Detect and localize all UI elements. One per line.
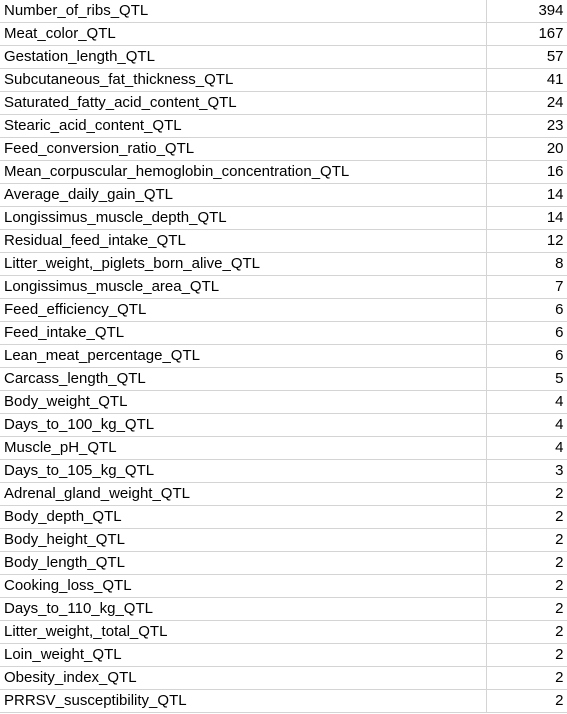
qtl-count-cell[interactable]: 6: [486, 321, 567, 345]
qtl-name-cell[interactable]: PRRSV_susceptibility_QTL: [0, 689, 487, 713]
qtl-count-cell[interactable]: 2: [486, 689, 567, 713]
table-row[interactable]: Days_to_100_kg_QTL 4: [0, 413, 567, 437]
table-row[interactable]: Loin_weight_QTL 2: [0, 643, 567, 667]
qtl-name-cell[interactable]: Days_to_110_kg_QTL: [0, 597, 487, 621]
qtl-name-cell[interactable]: Body_depth_QTL: [0, 505, 487, 529]
table-row[interactable]: Feed_efficiency_QTL 6: [0, 298, 567, 322]
table-row[interactable]: Days_to_105_kg_QTL 3: [0, 459, 567, 483]
table-row[interactable]: Lean_meat_percentage_QTL 6: [0, 344, 567, 368]
qtl-name-cell[interactable]: Gestation_length_QTL: [0, 45, 487, 69]
qtl-name-cell[interactable]: Loin_weight_QTL: [0, 643, 487, 667]
qtl-count-cell[interactable]: 5: [486, 367, 567, 391]
table-row[interactable]: Average_daily_gain_QTL 14: [0, 183, 567, 207]
table-row[interactable]: Gestation_length_QTL 57: [0, 45, 567, 69]
qtl-name-cell[interactable]: Subcutaneous_fat_thickness_QTL: [0, 68, 487, 92]
table-row[interactable]: Body_height_QTL 2: [0, 528, 567, 552]
qtl-name-cell[interactable]: Feed_efficiency_QTL: [0, 298, 487, 322]
qtl-name-cell[interactable]: Cooking_loss_QTL: [0, 574, 487, 598]
table-row[interactable]: Longissimus_muscle_depth_QTL 14: [0, 206, 567, 230]
qtl-count-cell[interactable]: 2: [486, 666, 567, 690]
qtl-name-cell[interactable]: Meat_color_QTL: [0, 22, 487, 46]
qtl-count-cell[interactable]: 16: [486, 160, 567, 184]
table-row[interactable]: Body_length_QTL 2: [0, 551, 567, 575]
qtl-count-cell[interactable]: 6: [486, 298, 567, 322]
qtl-name-cell[interactable]: Litter_weight,_piglets_born_alive_QTL: [0, 252, 487, 276]
qtl-count-cell[interactable]: 2: [486, 574, 567, 598]
table-row[interactable]: Carcass_length_QTL 5: [0, 367, 567, 391]
qtl-name-cell[interactable]: Muscle_pH_QTL: [0, 436, 487, 460]
qtl-count-cell[interactable]: 14: [486, 206, 567, 230]
table-row[interactable]: Muscle_pH_QTL 4: [0, 436, 567, 460]
qtl-count-cell[interactable]: 2: [486, 551, 567, 575]
qtl-count-cell[interactable]: 20: [486, 137, 567, 161]
qtl-name-cell[interactable]: Longissimus_muscle_area_QTL: [0, 275, 487, 299]
qtl-count-cell[interactable]: 24: [486, 91, 567, 115]
qtl-name-cell[interactable]: Stearic_acid_content_QTL: [0, 114, 487, 138]
qtl-count-cell[interactable]: 2: [486, 482, 567, 506]
qtl-count-cell[interactable]: 6: [486, 344, 567, 368]
qtl-name-cell[interactable]: Body_length_QTL: [0, 551, 487, 575]
qtl-name-cell[interactable]: Litter_weight,_total_QTL: [0, 620, 487, 644]
qtl-name-cell[interactable]: Days_to_105_kg_QTL: [0, 459, 487, 483]
qtl-count-cell[interactable]: 57: [486, 45, 567, 69]
qtl-name-cell[interactable]: Carcass_length_QTL: [0, 367, 487, 391]
qtl-count-cell[interactable]: 2: [486, 528, 567, 552]
table-row[interactable]: Cooking_loss_QTL 2: [0, 574, 567, 598]
table-row[interactable]: Subcutaneous_fat_thickness_QTL 41: [0, 68, 567, 92]
qtl-count-cell[interactable]: 4: [486, 413, 567, 437]
qtl-name-cell[interactable]: Saturated_fatty_acid_content_QTL: [0, 91, 487, 115]
table-row[interactable]: Adrenal_gland_weight_QTL 2: [0, 482, 567, 506]
table-row[interactable]: Saturated_fatty_acid_content_QTL 24: [0, 91, 567, 115]
qtl-count-cell[interactable]: 12: [486, 229, 567, 253]
table-row[interactable]: Longissimus_muscle_area_QTL 7: [0, 275, 567, 299]
table-row[interactable]: Body_depth_QTL 2: [0, 505, 567, 529]
qtl-count-cell[interactable]: 394: [486, 0, 567, 23]
qtl-name-cell[interactable]: Days_to_100_kg_QTL: [0, 413, 487, 437]
qtl-count-cell[interactable]: 167: [486, 22, 567, 46]
qtl-name-cell[interactable]: Obesity_index_QTL: [0, 666, 487, 690]
qtl-count-cell[interactable]: 14: [486, 183, 567, 207]
qtl-count-cell[interactable]: 41: [486, 68, 567, 92]
qtl-name-cell[interactable]: Average_daily_gain_QTL: [0, 183, 487, 207]
table-row[interactable]: Feed_intake_QTL 6: [0, 321, 567, 345]
table-row[interactable]: Residual_feed_intake_QTL 12: [0, 229, 567, 253]
qtl-name-cell[interactable]: Body_weight_QTL: [0, 390, 487, 414]
qtl-count-cell[interactable]: 2: [486, 643, 567, 667]
qtl-name-cell[interactable]: Residual_feed_intake_QTL: [0, 229, 487, 253]
table-row[interactable]: PRRSV_susceptibility_QTL 2: [0, 689, 567, 713]
table-row[interactable]: Obesity_index_QTL 2: [0, 666, 567, 690]
qtl-count-cell[interactable]: 2: [486, 620, 567, 644]
qtl-count-cell[interactable]: 4: [486, 390, 567, 414]
qtl-count-cell[interactable]: 2: [486, 597, 567, 621]
table-row[interactable]: Stearic_acid_content_QTL 23: [0, 114, 567, 138]
qtl-count-cell[interactable]: 23: [486, 114, 567, 138]
qtl-count-cell[interactable]: 8: [486, 252, 567, 276]
qtl-count-cell[interactable]: 7: [486, 275, 567, 299]
qtl-name-cell[interactable]: Adrenal_gland_weight_QTL: [0, 482, 487, 506]
table-row[interactable]: Number_of_ribs_QTL 394: [0, 0, 567, 23]
table-row[interactable]: Days_to_110_kg_QTL 2: [0, 597, 567, 621]
qtl-count-cell[interactable]: 4: [486, 436, 567, 460]
qtl-count-cell[interactable]: 3: [486, 459, 567, 483]
qtl-name-cell[interactable]: Longissimus_muscle_depth_QTL: [0, 206, 487, 230]
qtl-name-cell[interactable]: Lean_meat_percentage_QTL: [0, 344, 487, 368]
qtl-name-cell[interactable]: Feed_intake_QTL: [0, 321, 487, 345]
qtl-name-cell[interactable]: Mean_corpuscular_hemoglobin_concentratio…: [0, 160, 487, 184]
table-row[interactable]: Litter_weight,_total_QTL 2: [0, 620, 567, 644]
qtl-name-cell[interactable]: Number_of_ribs_QTL: [0, 0, 487, 23]
qtl-name-cell[interactable]: Feed_conversion_ratio_QTL: [0, 137, 487, 161]
table-row[interactable]: Meat_color_QTL 167: [0, 22, 567, 46]
table-row[interactable]: Body_weight_QTL 4: [0, 390, 567, 414]
table-row[interactable]: Feed_conversion_ratio_QTL 20: [0, 137, 567, 161]
qtl-count-cell[interactable]: 2: [486, 505, 567, 529]
table-row[interactable]: Litter_weight,_piglets_born_alive_QTL 8: [0, 252, 567, 276]
qtl-name-cell[interactable]: Body_height_QTL: [0, 528, 487, 552]
table-row[interactable]: Mean_corpuscular_hemoglobin_concentratio…: [0, 160, 567, 184]
